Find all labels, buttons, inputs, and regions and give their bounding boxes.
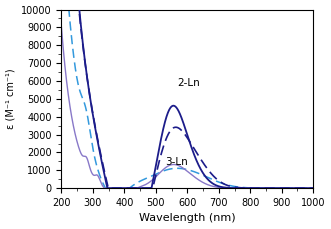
Text: 2-Ln: 2-Ln xyxy=(177,78,200,88)
X-axis label: Wavelength (nm): Wavelength (nm) xyxy=(139,213,236,224)
Y-axis label: ε (M⁻¹ cm⁻¹): ε (M⁻¹ cm⁻¹) xyxy=(6,68,16,129)
Text: 3-Ln: 3-Ln xyxy=(165,157,188,167)
